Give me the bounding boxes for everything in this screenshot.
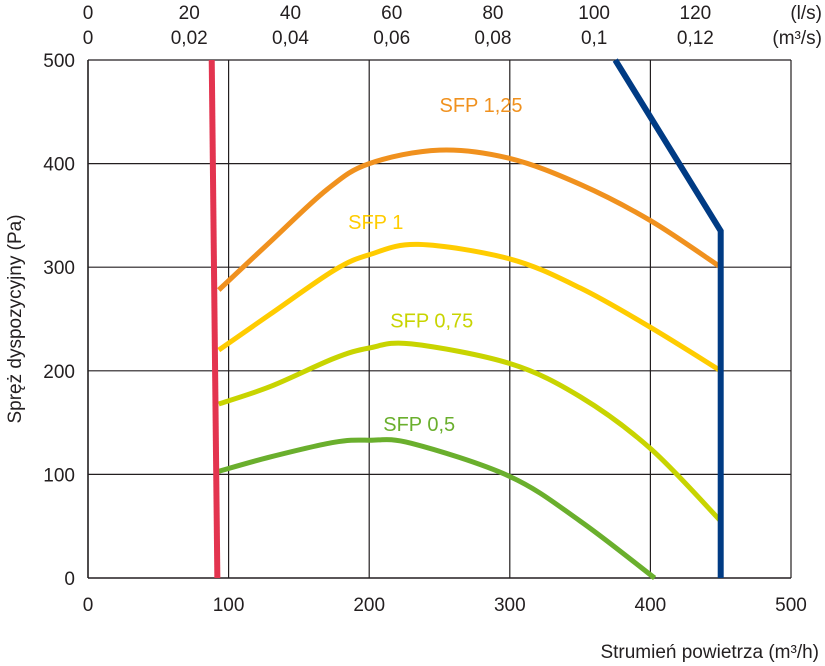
y-tick-label: 0	[64, 569, 75, 590]
secondary-x-tick-label: 0	[83, 28, 94, 49]
series-line-sfp-1-25	[217, 147, 723, 292]
y-axis-label: Spręż dyspozycyjny (Pa)	[5, 214, 26, 423]
y-tick-label: 500	[43, 51, 75, 72]
secondary-x-tick-label: 100	[578, 3, 610, 24]
secondary-x-tick-label: 0,06	[373, 28, 410, 49]
x-tick-label: 300	[494, 595, 526, 616]
secondary-x-unit-label: (l/s)	[790, 3, 822, 24]
series-label-sfp-1: SFP 1	[348, 212, 403, 234]
y-tick-label: 100	[43, 465, 75, 486]
series-line-limit-4	[208, 59, 221, 579]
secondary-x-tick-label: 0,04	[272, 28, 309, 49]
series-line-limit-5	[612, 58, 724, 578]
y-tick-label: 300	[43, 258, 75, 279]
series-label-sfp-0-75: SFP 0,75	[390, 310, 473, 332]
secondary-x-tick-label: 0,12	[677, 28, 714, 49]
secondary-x-tick-label: 40	[280, 3, 301, 24]
x-tick-label: 0	[83, 595, 94, 616]
secondary-x-tick-label: 60	[381, 3, 402, 24]
x-tick-label: 200	[353, 595, 385, 616]
secondary-x-tick-label: 20	[179, 3, 200, 24]
secondary-x-tick-label: 0	[83, 3, 94, 24]
secondary-x-tick-label: 80	[482, 3, 503, 24]
secondary-x-tick-label: 0,02	[171, 28, 208, 49]
x-axis-label: Strumień powietrza (m³/h)	[600, 642, 819, 663]
series-line-sfp-1	[217, 241, 723, 373]
secondary-x-tick-label: 0,08	[474, 28, 511, 49]
y-tick-label: 200	[43, 362, 75, 383]
secondary-x-tick-label: 120	[680, 3, 712, 24]
y-tick-label: 400	[43, 155, 75, 176]
series-label-sfp-1-25: SFP 1,25	[440, 95, 523, 117]
series-line-sfp-0-75	[217, 340, 723, 523]
series-lines	[208, 58, 724, 580]
series-line-sfp-0-5	[218, 437, 657, 580]
secondary-x-tick-label: 0,1	[581, 28, 607, 49]
secondary-x-unit-label: (m³/s)	[772, 28, 822, 49]
x-tick-label: 100	[213, 595, 245, 616]
series-label-sfp-0-5: SFP 0,5	[383, 414, 455, 436]
x-tick-label: 500	[775, 595, 807, 616]
series-labels: SFP 1,25 SFP 1 SFP 0,75 SFP 0,5	[348, 95, 522, 436]
x-tick-label: 400	[635, 595, 667, 616]
tick-labels: 0 100 200 300 400 500 0 100 200 300 400 500 0 20 40 60 8…	[43, 3, 822, 616]
grid	[87, 59, 792, 579]
